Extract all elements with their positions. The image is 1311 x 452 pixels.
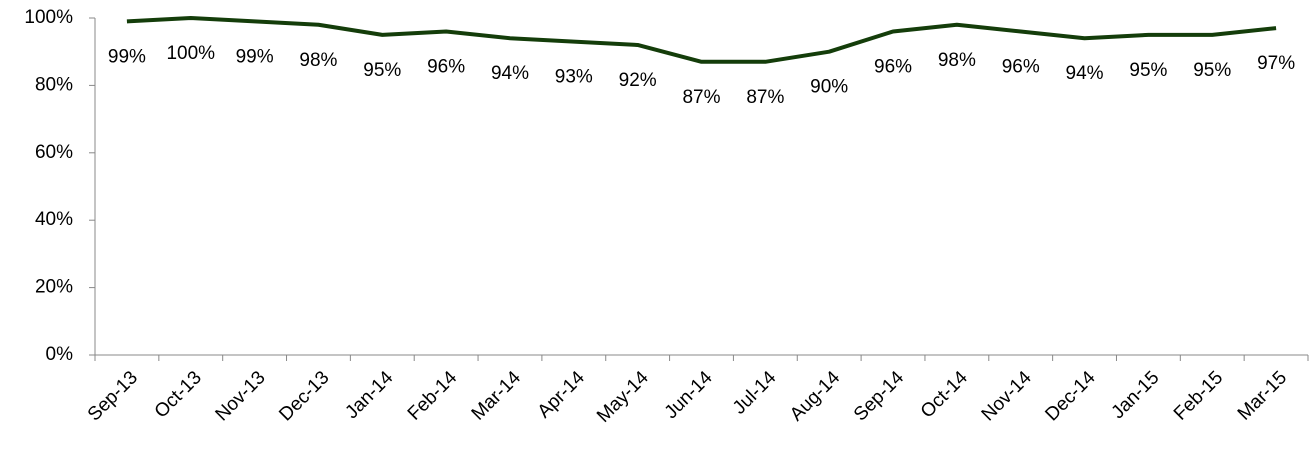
data-label: 100% [166,43,215,64]
x-tick-label: Jan-15 [1108,367,1164,423]
x-tick-label: Oct-13 [151,367,206,422]
data-label: 95% [1129,60,1167,81]
data-label: 92% [619,70,657,91]
data-label: 94% [1066,63,1104,84]
y-tick-label: 40% [35,209,73,230]
y-tick-label: 0% [46,344,74,365]
data-label: 96% [427,56,465,77]
y-tick-label: 100% [24,7,73,28]
data-label: 98% [938,50,976,71]
x-tick-label: Mar-14 [468,367,526,425]
x-tick-label: Aug-14 [786,367,844,425]
data-label: 97% [1257,53,1295,74]
x-tick-label: Sep-14 [850,367,908,425]
x-tick-label: Feb-14 [404,367,462,425]
data-label: 99% [108,46,146,67]
x-tick-label: Jan-14 [341,367,397,423]
data-label: 98% [299,50,337,71]
x-tick-label: Oct-14 [917,367,972,422]
line [126,16,1277,64]
data-label: 95% [1193,60,1231,81]
y-tick-label: 60% [35,142,73,163]
x-tick-label: Apr-14 [534,367,589,422]
data-label: 87% [682,87,720,108]
data-label: 93% [555,67,593,88]
x-tick-label: Dec-14 [1041,367,1099,425]
x-tick-label: Mar-15 [1234,367,1291,424]
x-tick-label: Dec-13 [275,367,333,425]
data-label: 94% [491,63,529,84]
y-tick-label: 80% [35,74,73,95]
data-label: 90% [810,77,848,98]
data-label: 87% [746,87,784,108]
data-label: 95% [363,60,401,81]
x-tick-label: Nov-13 [212,367,270,425]
x-tick-label: Nov-14 [978,367,1036,425]
data-label: 99% [236,46,274,67]
x-tick-label: Sep-13 [84,367,142,425]
y-tick-label: 20% [35,277,73,298]
data-label: 96% [1002,56,1040,77]
data-label: 96% [874,56,912,77]
x-tick-label: May-14 [593,367,653,427]
x-tick-label: Jun-14 [661,367,717,423]
x-tick-label: Jul-14 [729,367,781,419]
x-tick-label: Feb-15 [1170,367,1227,424]
